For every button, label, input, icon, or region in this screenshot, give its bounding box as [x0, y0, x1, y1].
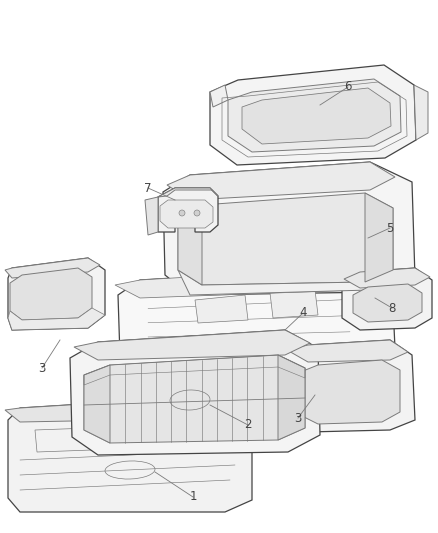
Polygon shape [228, 79, 401, 152]
Polygon shape [10, 268, 92, 320]
Polygon shape [210, 85, 228, 107]
Polygon shape [5, 258, 100, 278]
Circle shape [194, 210, 200, 216]
Polygon shape [414, 85, 428, 140]
Text: 6: 6 [344, 80, 352, 93]
Text: 4: 4 [299, 306, 307, 319]
Text: 5: 5 [386, 222, 394, 235]
Text: 2: 2 [244, 418, 252, 432]
Polygon shape [8, 308, 105, 330]
Polygon shape [365, 193, 393, 282]
Text: 7: 7 [144, 182, 152, 195]
Polygon shape [270, 290, 318, 318]
Text: 3: 3 [294, 411, 302, 424]
Text: 8: 8 [389, 302, 396, 314]
Polygon shape [195, 295, 248, 323]
Polygon shape [342, 268, 432, 330]
Polygon shape [115, 267, 385, 298]
Polygon shape [178, 270, 393, 295]
Polygon shape [70, 330, 320, 455]
Polygon shape [118, 267, 395, 375]
Polygon shape [178, 193, 393, 285]
Polygon shape [84, 365, 110, 443]
Polygon shape [5, 395, 248, 422]
Polygon shape [283, 340, 415, 432]
Polygon shape [353, 284, 422, 322]
Polygon shape [8, 395, 252, 512]
Polygon shape [74, 330, 310, 360]
Text: 3: 3 [38, 361, 46, 375]
Circle shape [179, 210, 185, 216]
Polygon shape [160, 200, 213, 228]
Polygon shape [84, 355, 305, 443]
Polygon shape [242, 88, 391, 144]
Polygon shape [210, 65, 416, 165]
Polygon shape [158, 188, 218, 232]
Polygon shape [145, 197, 158, 235]
Polygon shape [163, 162, 415, 295]
Polygon shape [298, 360, 400, 424]
Polygon shape [158, 188, 218, 197]
Polygon shape [344, 268, 430, 288]
Polygon shape [178, 205, 202, 285]
Polygon shape [8, 258, 105, 330]
Text: 1: 1 [189, 490, 197, 504]
Polygon shape [287, 340, 408, 362]
Polygon shape [167, 162, 395, 200]
Polygon shape [278, 355, 305, 440]
